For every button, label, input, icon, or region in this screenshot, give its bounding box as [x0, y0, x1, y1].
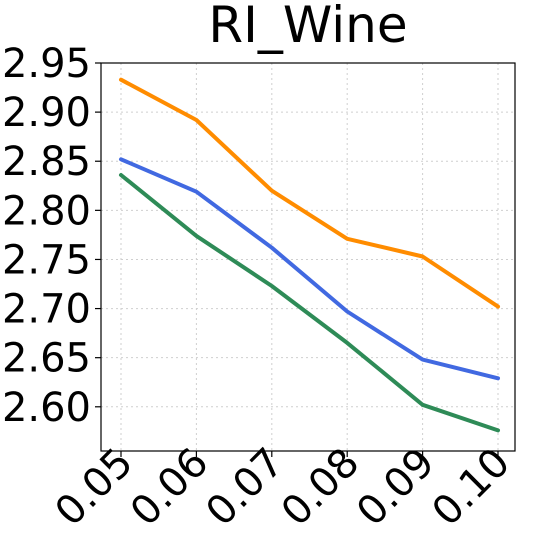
y-tick-label: 2.75	[2, 237, 91, 283]
y-tick-label: 2.80	[2, 188, 91, 234]
chart-title: RI_Wine	[208, 0, 407, 54]
y-tick-label: 2.60	[2, 385, 91, 431]
y-tick-label: 2.65	[2, 336, 91, 382]
x-axis: 0.050.060.070.080.090.10	[47, 440, 520, 536]
series-lines	[119, 77, 500, 433]
y-axis: 2.602.652.702.752.802.852.902.95	[2, 41, 101, 431]
series-line-1	[119, 77, 500, 309]
grid	[101, 62, 515, 451]
y-tick-label: 2.95	[2, 41, 91, 87]
series-line-3	[119, 173, 500, 433]
plot-frame	[100, 62, 516, 452]
x-tick-label: 0.10	[424, 440, 520, 536]
x-tick-label: 0.08	[273, 440, 369, 536]
y-tick-label: 2.90	[2, 90, 91, 136]
x-tick-label: 0.05	[47, 440, 143, 536]
y-tick-label: 2.70	[2, 287, 91, 333]
x-tick-label: 0.06	[122, 440, 218, 536]
y-tick-label: 2.85	[2, 139, 91, 185]
x-tick-label: 0.09	[348, 440, 444, 536]
series-line-2	[119, 157, 500, 381]
x-tick-label: 0.07	[197, 440, 293, 536]
